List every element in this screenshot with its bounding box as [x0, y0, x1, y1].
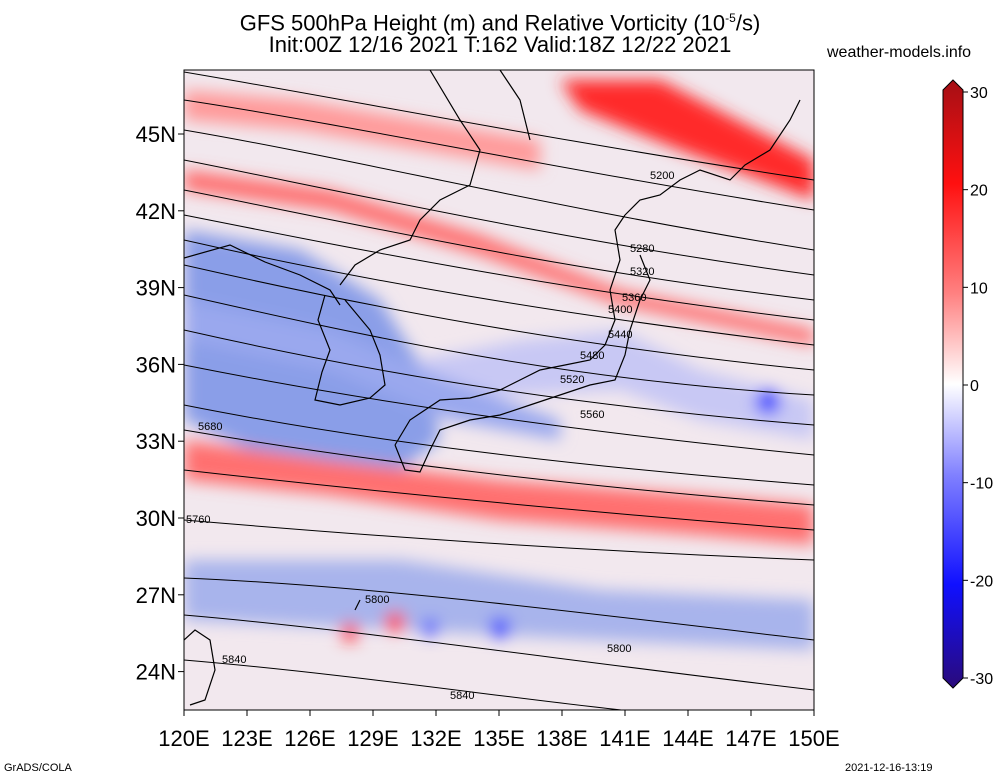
longitude-tick-label: 144E [662, 726, 713, 751]
longitude-tick-label: 132E [410, 726, 461, 751]
contour-label: 5440 [608, 329, 632, 341]
contour-label: 5840 [222, 654, 246, 666]
contour-label: 5560 [580, 409, 604, 421]
colorbar: 30 20 10 0 -10 -20 -30 [942, 79, 993, 689]
latitude-tick-label: 33N [136, 429, 176, 454]
colorbar-label: 0 [970, 378, 979, 395]
latitude-tick-label: 27N [136, 583, 176, 608]
contour-labels: 5200 5280 5320 5360 5400 5440 5480 5520 … [186, 170, 674, 702]
longitude-tick-label: 126E [284, 726, 335, 751]
longitude-ticks: 120E 123E 126E 129E 132E 135E 138E 141E 144E 147E… [158, 710, 840, 751]
longitude-tick-label: 123E [221, 726, 272, 751]
contour-label: 5800 [365, 594, 389, 606]
title-line-2: Init:00Z 12/16 2021 T:162 Valid:18Z 12/2… [268, 32, 732, 57]
latitude-tick-label: 42N [136, 199, 176, 224]
colorbar-ticks: 30 20 10 0 -10 -20 -30 [963, 85, 993, 688]
contour-label: 5520 [560, 374, 584, 386]
contour-label: 5280 [630, 243, 654, 255]
latitude-tick-label: 45N [136, 122, 176, 147]
contour-label: 5200 [650, 170, 674, 182]
contour-label: 5840 [450, 690, 474, 702]
colorbar-label: 10 [970, 280, 988, 297]
longitude-tick-label: 138E [536, 726, 587, 751]
contour-label: 5480 [580, 350, 604, 362]
colorbar-label: 20 [970, 183, 988, 200]
colorbar-scale [942, 79, 964, 689]
longitude-tick-label: 120E [158, 726, 209, 751]
latitude-tick-label: 30N [136, 506, 176, 531]
render-timestamp: 2021-12-16-13:19 [845, 762, 933, 774]
latitude-tick-label: 36N [136, 352, 176, 377]
colorbar-label: -30 [970, 671, 993, 688]
contour-label: 5800 [607, 643, 631, 655]
contour-label: 5760 [186, 514, 210, 526]
coastlines [184, 70, 801, 706]
site-credit: weather-models.info [827, 44, 972, 61]
latitude-tick-label: 39N [136, 276, 176, 301]
height-contours [184, 71, 814, 710]
longitude-tick-label: 129E [347, 726, 398, 751]
colorbar-label: -10 [970, 476, 993, 493]
contour-label: 5360 [622, 292, 646, 304]
longitude-tick-label: 147E [725, 726, 776, 751]
title-line-1: GFS 500hPa Height (m) and Relative Vorti… [239, 10, 761, 36]
contour-label: 5400 [608, 304, 632, 316]
contour-label: 5320 [630, 266, 654, 278]
longitude-tick-label: 141E [599, 726, 650, 751]
longitude-tick-label: 150E [788, 726, 839, 751]
colorbar-label: 30 [970, 85, 988, 102]
latitude-ticks: 24N 27N 30N 33N 36N 39N 42N 45N [136, 122, 184, 685]
colorbar-label: -20 [970, 573, 993, 590]
latitude-tick-label: 24N [136, 660, 176, 685]
software-credit: GrADS/COLA [4, 762, 72, 774]
contour-label: 5680 [198, 421, 222, 433]
longitude-tick-label: 135E [473, 726, 524, 751]
